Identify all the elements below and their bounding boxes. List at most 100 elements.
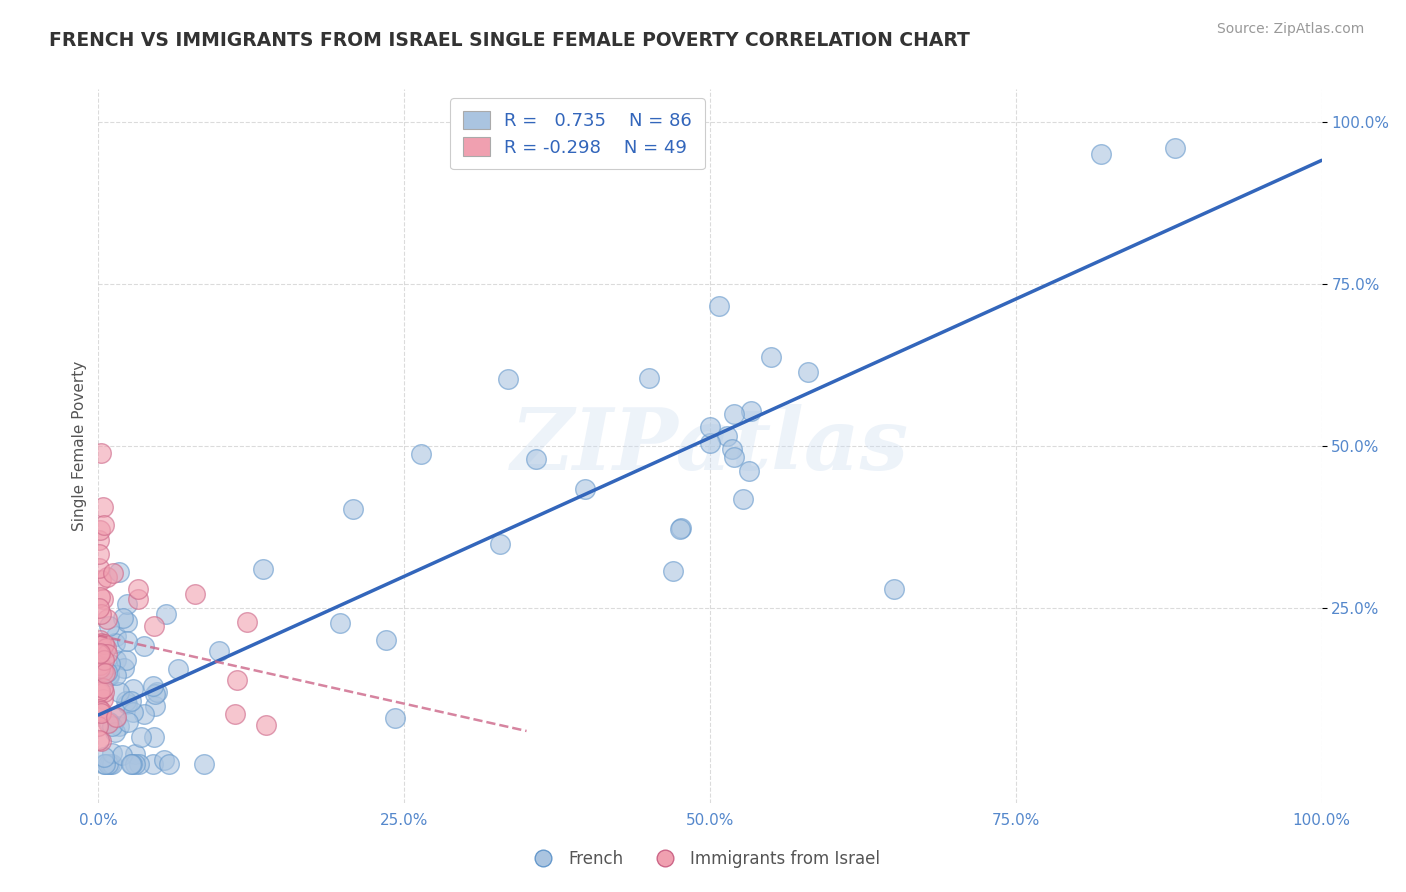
Point	[87, 638, 110, 652]
Point	[93, 681, 115, 695]
Point	[699, 436, 721, 450]
Point	[143, 730, 166, 744]
Point	[96, 647, 118, 661]
Point	[662, 565, 685, 579]
Point	[89, 446, 111, 460]
Point	[145, 685, 167, 699]
Point	[167, 662, 190, 676]
Point	[89, 658, 111, 673]
Point	[91, 592, 114, 607]
Point	[104, 725, 127, 739]
Point	[721, 442, 744, 456]
Point	[108, 566, 131, 580]
Point	[1090, 147, 1112, 161]
Point	[134, 639, 156, 653]
Point	[98, 666, 121, 681]
Point	[91, 640, 114, 655]
Point	[90, 573, 112, 587]
Point	[489, 537, 512, 551]
Point	[121, 756, 143, 771]
Point	[375, 633, 398, 648]
Point	[143, 687, 166, 701]
Point	[105, 668, 128, 682]
Point	[128, 756, 150, 771]
Y-axis label: Single Female Poverty: Single Female Poverty	[72, 361, 87, 531]
Point	[94, 666, 117, 681]
Point	[329, 616, 352, 631]
Point	[153, 753, 176, 767]
Point	[94, 756, 117, 771]
Point	[145, 698, 167, 713]
Point	[104, 636, 127, 650]
Point	[143, 619, 166, 633]
Point	[120, 756, 142, 771]
Point	[90, 636, 112, 650]
Point	[93, 518, 115, 533]
Point	[96, 665, 118, 680]
Point	[342, 502, 364, 516]
Point	[637, 370, 661, 384]
Point	[208, 644, 231, 658]
Point	[89, 683, 111, 698]
Point	[100, 657, 122, 671]
Point	[97, 715, 120, 730]
Legend: R =   0.735    N = 86, R = -0.298    N = 49: R = 0.735 N = 86, R = -0.298 N = 49	[450, 98, 704, 169]
Point	[89, 533, 111, 548]
Point	[87, 733, 110, 747]
Point	[117, 715, 139, 730]
Point	[89, 661, 111, 675]
Point	[707, 299, 730, 313]
Text: ZIPatlas: ZIPatlas	[510, 404, 910, 488]
Point	[117, 634, 139, 648]
Point	[91, 664, 114, 678]
Point	[111, 611, 134, 625]
Point	[101, 756, 124, 771]
Point	[740, 403, 762, 417]
Point	[87, 547, 110, 561]
Point	[115, 697, 138, 711]
Point	[98, 669, 121, 683]
Point	[142, 679, 165, 693]
Point	[87, 647, 110, 661]
Point	[93, 685, 115, 699]
Point	[90, 705, 112, 719]
Point	[124, 756, 146, 771]
Point	[226, 673, 249, 687]
Text: FRENCH VS IMMIGRANTS FROM ISRAEL SINGLE FEMALE POVERTY CORRELATION CHART: FRENCH VS IMMIGRANTS FROM ISRAEL SINGLE …	[49, 31, 970, 50]
Point	[122, 705, 145, 719]
Point	[93, 637, 115, 651]
Point	[108, 719, 131, 733]
Point	[89, 561, 111, 575]
Point	[723, 450, 745, 465]
Point	[91, 500, 114, 514]
Point	[105, 653, 128, 667]
Point	[112, 661, 135, 675]
Point	[121, 682, 143, 697]
Legend: French, Immigrants from Israel: French, Immigrants from Israel	[520, 844, 886, 875]
Point	[104, 711, 127, 725]
Point	[524, 451, 547, 466]
Point	[101, 719, 124, 733]
Point	[738, 464, 761, 478]
Point	[731, 492, 754, 507]
Point	[384, 711, 406, 725]
Point	[120, 694, 142, 708]
Point	[103, 566, 125, 580]
Point	[236, 615, 259, 629]
Point	[411, 447, 433, 461]
Point	[89, 633, 111, 648]
Point	[224, 707, 246, 722]
Point	[104, 629, 127, 643]
Point	[89, 523, 111, 537]
Point	[97, 756, 120, 771]
Point	[111, 747, 134, 762]
Point	[134, 707, 156, 722]
Point	[89, 702, 111, 716]
Point	[193, 756, 215, 771]
Point	[89, 590, 111, 604]
Point	[90, 706, 112, 720]
Point	[96, 570, 118, 584]
Point	[252, 562, 274, 576]
Point	[124, 747, 146, 761]
Point	[127, 582, 149, 596]
